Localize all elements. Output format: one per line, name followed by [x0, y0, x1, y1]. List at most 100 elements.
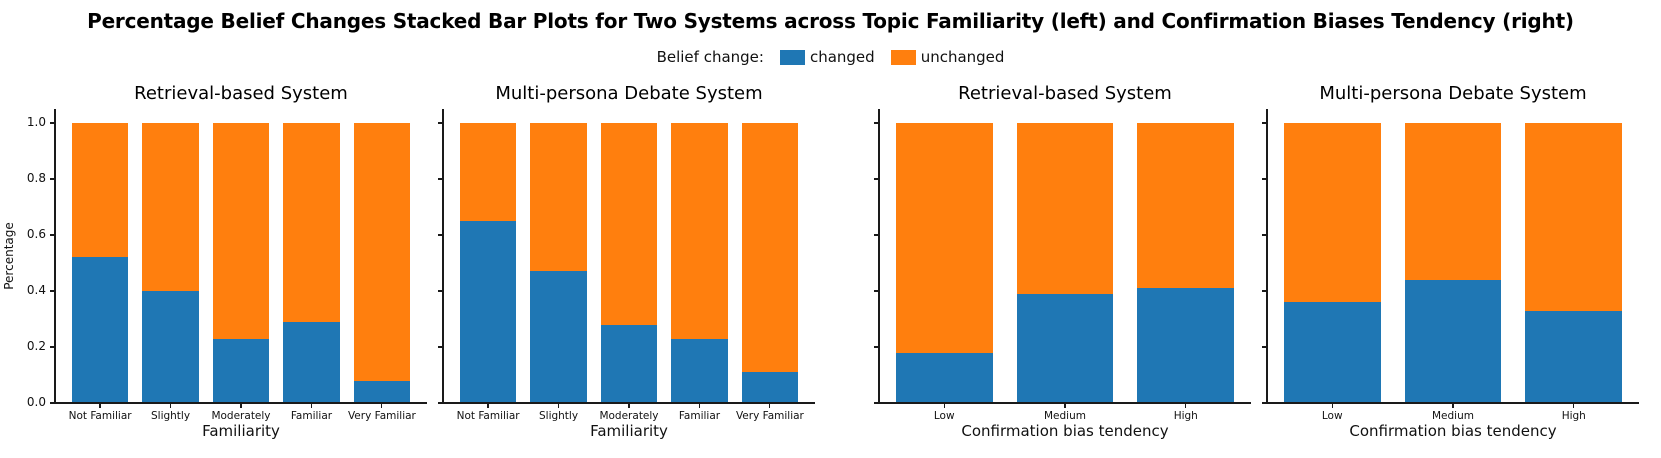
x-tick-label: Medium: [1432, 410, 1474, 422]
plot-area: Low Medium High: [873, 109, 1251, 422]
x-tick-label: Slightly: [538, 410, 579, 422]
bar-segment-unchanged: [671, 123, 728, 339]
x-axis-spine: [442, 402, 815, 404]
bar-segment-unchanged: [212, 123, 270, 339]
y-tick-label: 0.2: [26, 339, 46, 353]
bar-segment-changed: [283, 321, 340, 403]
x-tick: [557, 403, 560, 408]
y-tick: [1261, 122, 1267, 124]
subplot-bias-debate: Multi-persona Debate System Low Medium Hig…: [1261, 0, 1639, 458]
legend-title: Belief change:: [656, 48, 764, 66]
y-axis-spine: [1266, 109, 1268, 403]
y-tick: [1261, 234, 1267, 236]
bar-segment-unchanged: [459, 123, 517, 221]
y-tick: [873, 122, 879, 124]
y-tick: [1261, 290, 1267, 292]
plot-area: Not Familiar Slightly Moderately Familiar Ve…: [27, 109, 427, 422]
subplot-title: Retrieval-based System: [958, 83, 1172, 104]
y-tick-label: 0.0: [26, 395, 46, 409]
y-tick: [49, 234, 55, 236]
bar-segment-changed: [741, 372, 799, 403]
legend-label-unchanged: unchanged: [920, 48, 1005, 66]
x-tick: [1331, 403, 1333, 408]
x-tick: [99, 403, 101, 408]
x-tick: [381, 403, 383, 408]
bar-segment-changed: [353, 380, 411, 403]
x-tick-label: Low: [1321, 410, 1343, 422]
x-tick: [310, 403, 313, 408]
bar-segment-changed: [671, 338, 728, 403]
x-tick: [1452, 403, 1454, 408]
subplot-familiarity-retrieval: Retrieval-based System Percentage Not Fa…: [2, 0, 427, 458]
figure-title: Percentage Belief Changes Stacked Bar Pl…: [87, 9, 1574, 33]
bar-segment-changed: [530, 271, 587, 403]
x-tick: [1064, 403, 1066, 408]
y-tick: [49, 346, 55, 348]
x-tick: [487, 403, 489, 408]
x-tick-label: Very Familiar: [347, 410, 416, 422]
bar-segment-changed: [1525, 310, 1623, 403]
x-tick-label: High: [1561, 410, 1586, 422]
x-tick: [943, 403, 945, 408]
x-axis-spine: [1266, 402, 1639, 404]
y-tick: [1261, 346, 1267, 348]
y-tick: [49, 122, 55, 124]
y-tick: [437, 178, 443, 180]
y-tick: [1261, 402, 1267, 404]
y-tick: [873, 178, 879, 180]
bar-segment-unchanged: [600, 123, 658, 325]
y-axis-spine: [878, 109, 880, 403]
bar-segment-unchanged: [142, 123, 199, 291]
plot-area: Not Familiar Slightly Moderately Familiar Ve…: [437, 109, 815, 422]
legend-item-changed: changed: [779, 48, 875, 66]
y-tick: [873, 402, 879, 404]
x-axis-spine: [878, 402, 1251, 404]
legend: Belief change: changed unchanged: [0, 48, 1661, 66]
bar-segment-changed: [71, 257, 129, 403]
x-tick-label: Moderately: [599, 410, 659, 422]
x-axis-label: Familiarity: [590, 422, 668, 440]
y-tick: [49, 402, 55, 404]
subplot-title: Retrieval-based System: [134, 83, 348, 104]
bar-segment-unchanged: [1404, 123, 1502, 280]
y-axis-spine: [54, 109, 56, 403]
bar-segment-changed: [1137, 288, 1235, 403]
subplot-title: Multi-persona Debate System: [495, 83, 763, 104]
y-tick: [1261, 178, 1267, 180]
subplot-title: Multi-persona Debate System: [1319, 83, 1587, 104]
y-tick: [49, 290, 55, 292]
y-tick-label: 0.8: [26, 171, 46, 185]
x-tick-label: Not Familiar: [456, 410, 520, 422]
y-tick-label: 1.0: [26, 115, 46, 129]
y-tick: [437, 234, 443, 236]
bar-segment-unchanged: [1016, 123, 1114, 294]
x-tick-label: Familiar: [290, 410, 333, 422]
x-axis-label: Confirmation bias tendency: [1349, 422, 1557, 440]
y-tick: [437, 402, 443, 404]
x-tick: [240, 403, 242, 408]
bar-segment-unchanged: [283, 123, 340, 322]
bar-segment-unchanged: [895, 123, 993, 353]
bar-segment-changed: [1016, 293, 1114, 403]
bar-segment-unchanged: [1137, 123, 1235, 289]
bar-segment-unchanged: [530, 123, 587, 272]
x-tick-label: Low: [933, 410, 955, 422]
bar-segment-unchanged: [741, 123, 799, 373]
x-tick: [628, 403, 630, 408]
bar-segment-changed: [1404, 279, 1502, 403]
x-tick-label: Familiar: [678, 410, 721, 422]
legend-label-changed: changed: [809, 48, 875, 66]
x-tick-label: Moderately: [211, 410, 271, 422]
y-tick: [873, 346, 879, 348]
bar-segment-unchanged: [353, 123, 411, 381]
bar-segment-changed: [142, 291, 199, 403]
y-tick: [873, 290, 879, 292]
bar-segment-changed: [1283, 302, 1381, 403]
x-axis-label: Confirmation bias tendency: [961, 422, 1169, 440]
subplot-familiarity-debate: Multi-persona Debate System Not Familiar…: [437, 0, 815, 458]
y-tick-label: 0.4: [26, 283, 46, 297]
y-tick-label: 0.6: [26, 227, 46, 241]
y-axis-spine: [442, 109, 444, 403]
y-tick: [873, 234, 879, 236]
